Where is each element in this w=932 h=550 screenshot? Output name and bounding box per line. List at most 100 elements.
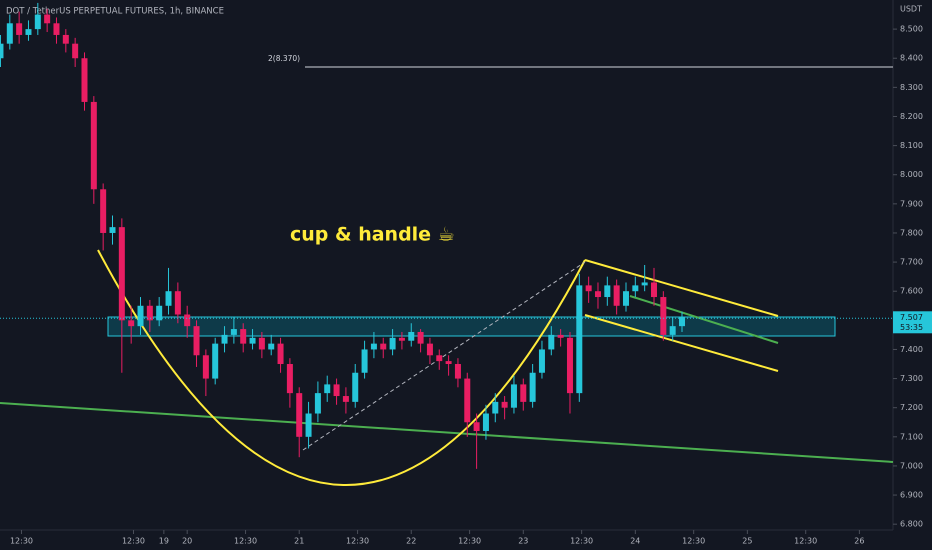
candle-body	[445, 361, 452, 365]
candle-body	[286, 364, 293, 394]
candle-body	[90, 101, 97, 190]
y-tick-label: 7.200	[900, 403, 923, 412]
candle-body	[585, 285, 592, 292]
x-tick-label: 22	[406, 537, 416, 546]
candle-body	[566, 337, 573, 394]
countdown: 53:35	[900, 323, 923, 332]
y-axis-label: USDT	[900, 5, 922, 14]
candle-body	[240, 329, 247, 344]
candle-body	[81, 58, 88, 102]
candle-body	[193, 326, 200, 356]
candle-body	[342, 396, 349, 402]
trend-line	[0, 402, 894, 463]
candle-body	[174, 291, 181, 315]
candle-body	[258, 337, 265, 350]
candle-body	[137, 305, 144, 327]
candle-body	[109, 227, 116, 233]
candle-body	[389, 337, 396, 350]
x-tick-label: 12:30	[458, 537, 481, 546]
x-tick-label: 12:30	[570, 537, 593, 546]
x-tick-label: 12:30	[346, 537, 369, 546]
candle-body	[118, 227, 125, 321]
candle-body	[604, 285, 611, 298]
y-tick-label: 7.000	[900, 461, 923, 470]
candle-body	[380, 343, 387, 350]
y-tick-label: 7.100	[900, 432, 923, 441]
x-tick-label: 12:30	[122, 537, 145, 546]
x-tick-label: 23	[518, 537, 528, 546]
candle-body	[268, 343, 275, 350]
candle-body	[34, 14, 41, 30]
candle-body	[650, 282, 657, 298]
x-tick-label: 25	[742, 537, 752, 546]
y-tick-label: 7.400	[900, 345, 923, 354]
candle-body	[408, 331, 415, 341]
candle-body	[529, 372, 536, 402]
x-tick-label: 24	[630, 537, 640, 546]
candle-body	[660, 297, 667, 335]
candle-body	[184, 314, 191, 327]
candle-body	[202, 355, 209, 379]
candle-body	[398, 337, 405, 341]
x-tick-label: 20	[182, 537, 192, 546]
candle-body	[361, 349, 368, 373]
y-tick-label: 7.900	[900, 199, 923, 208]
candle-body	[436, 355, 443, 362]
candle-body	[548, 334, 555, 350]
last-price-tag	[893, 311, 932, 334]
candle-body	[165, 291, 172, 306]
candle-body	[72, 43, 79, 59]
candle-body	[622, 291, 629, 306]
candle-body	[557, 334, 564, 338]
candle-body	[538, 349, 545, 373]
zone	[107, 316, 836, 337]
y-tick-label: 7.600	[900, 287, 923, 296]
candle-body	[230, 329, 237, 335]
candle-body	[44, 14, 51, 24]
candle-body	[128, 320, 135, 327]
y-tick-label: 7.300	[900, 374, 923, 383]
x-tick-label: 12:30	[10, 537, 33, 546]
candle-body	[305, 413, 312, 437]
candle-body	[464, 378, 471, 423]
candle-body	[370, 343, 377, 350]
x-tick-label: 21	[294, 537, 304, 546]
candle-body	[296, 393, 303, 437]
y-tick-label: 8.200	[900, 112, 923, 121]
candle-body	[221, 334, 228, 344]
y-tick-label: 8.000	[900, 170, 923, 179]
candle-body	[16, 23, 23, 35]
candle-body	[679, 317, 686, 327]
candle-body	[510, 384, 517, 408]
candle-body	[352, 372, 359, 402]
y-tick-label: 8.100	[900, 141, 923, 150]
candle-body	[454, 364, 461, 379]
y-tick-label: 8.300	[900, 83, 923, 92]
candle-body	[473, 422, 480, 431]
candle-body	[333, 384, 340, 397]
candle-body	[53, 23, 60, 35]
y-tick-label: 7.700	[900, 258, 923, 267]
x-tick-label: 19	[159, 537, 169, 546]
candle-body	[501, 401, 508, 408]
chart-title: DOT / TetherUS PERPETUAL FUTURES, 1h, BI…	[6, 7, 224, 17]
candle-body	[25, 29, 32, 35]
x-tick-label: 26	[854, 537, 864, 546]
candle-body	[641, 282, 648, 286]
annotation: cup & handle ☕	[290, 224, 455, 246]
candle-body	[212, 343, 219, 379]
y-tick-label: 8.500	[900, 25, 923, 34]
y-tick-label: 6.800	[900, 520, 923, 529]
y-tick-label: 6.900	[900, 491, 923, 500]
x-tick-label: 12:30	[682, 537, 705, 546]
candle-body	[249, 337, 256, 344]
candle-body	[62, 34, 69, 44]
drawings	[0, 66, 894, 486]
target-label: 2(8.370)	[268, 54, 300, 63]
channel-mid-line	[629, 295, 779, 344]
candle-body	[417, 331, 424, 344]
y-tick-label: 8.400	[900, 54, 923, 63]
candle-body	[6, 23, 13, 44]
